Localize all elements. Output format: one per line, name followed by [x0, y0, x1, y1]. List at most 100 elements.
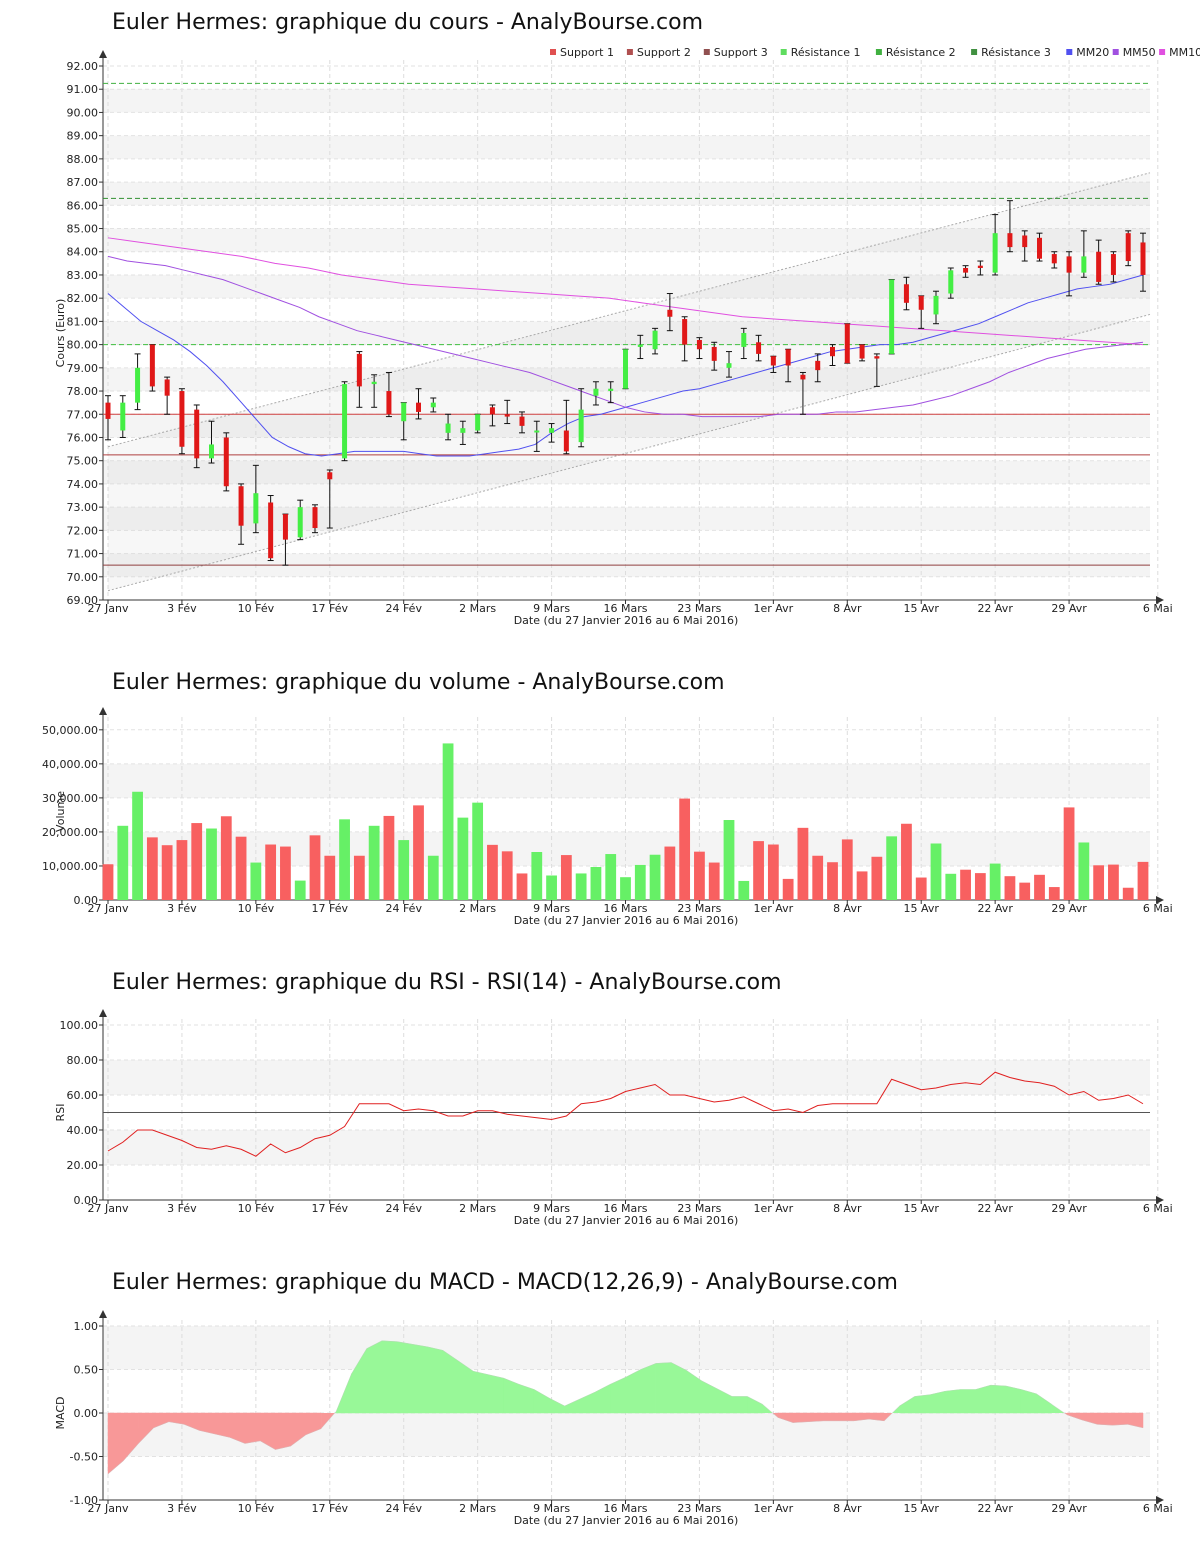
- candle-body: [963, 267, 969, 273]
- rsi-x-tick-label: 17 Fév: [312, 1202, 349, 1215]
- candle: [1066, 251, 1073, 297]
- rsi-x-axis-label: Date (du 27 Janvier 2016 au 6 Mai 2016): [514, 1214, 739, 1227]
- candle-body: [800, 374, 806, 380]
- candle-body: [726, 363, 732, 368]
- volume-y-tick-label: 40,000.00: [42, 758, 98, 771]
- candle: [1006, 200, 1013, 253]
- candle-body: [1125, 233, 1131, 262]
- rsi-x-tick-label: 23 Mars: [677, 1202, 721, 1215]
- volume-bar: [398, 840, 410, 900]
- candle: [371, 374, 378, 408]
- volume-bar: [132, 791, 143, 900]
- volume-bar: [368, 825, 380, 900]
- volume-bar: [767, 844, 779, 900]
- candle: [1080, 230, 1087, 278]
- macd-x-tick-label: 17 Fév: [312, 1502, 349, 1515]
- macd-area-negative: [1097, 1412, 1113, 1426]
- candle: [548, 423, 555, 443]
- price-chart: 69.00 70.00 71.00 72.00 73.00 74.00 75.00 76.00…: [54, 46, 1200, 627]
- volume-x-tick-label: 15 Avr: [904, 902, 940, 915]
- candle-body: [135, 367, 141, 403]
- volume-bar: [649, 854, 661, 900]
- candle: [770, 355, 777, 373]
- volume-bar: [487, 844, 498, 900]
- price-y-tick-label: 84.00: [67, 246, 99, 259]
- candle-body: [992, 233, 998, 273]
- candle-body: [815, 360, 821, 371]
- candle-body: [549, 428, 555, 433]
- ma-line-mm100: [107, 237, 1144, 346]
- candle-body: [1066, 256, 1072, 273]
- candle-body: [282, 514, 288, 540]
- macd-area-positive: [610, 1376, 626, 1414]
- volume-bar: [841, 839, 853, 900]
- macd-area-positive: [488, 1374, 504, 1414]
- candle-body: [741, 333, 747, 347]
- volume-bar: [738, 880, 750, 900]
- candle-body: [164, 379, 170, 396]
- candle: [681, 316, 688, 362]
- macd-chart-title: Euler Hermes: graphique du MACD - MACD(1…: [112, 1270, 898, 1295]
- volume-bar: [812, 855, 824, 900]
- candle: [726, 351, 732, 378]
- volume-y-tick-label: 10,000.00: [42, 860, 98, 873]
- volume-bar: [590, 866, 602, 900]
- candle: [785, 348, 792, 383]
- candle-body: [342, 384, 348, 459]
- candle: [1110, 251, 1117, 283]
- price-y-tick-label: 70.00: [67, 571, 99, 584]
- candle-body: [1037, 237, 1042, 259]
- volume-x-tick-label: 6 Mai: [1143, 902, 1173, 915]
- price-y-arrow: [99, 50, 107, 58]
- candle: [533, 420, 540, 452]
- candle-body: [489, 407, 495, 415]
- volume-bar: [427, 855, 439, 900]
- volume-bar: [1137, 861, 1149, 900]
- candle: [1021, 230, 1028, 262]
- rsi-x-tick-label: 29 Avr: [1051, 1202, 1087, 1215]
- candle-body: [475, 414, 481, 431]
- candle: [400, 402, 407, 441]
- macd-band: [103, 1326, 1150, 1370]
- price-y-tick-label: 86.00: [67, 199, 99, 212]
- legend-item: MM20: [1066, 46, 1109, 59]
- candle-body: [578, 409, 584, 443]
- candle-body: [519, 416, 525, 426]
- candle-body: [696, 339, 702, 350]
- candle-body: [534, 430, 540, 433]
- rsi-line: [107, 1071, 1144, 1157]
- volume-y-tick-label: 0.00: [74, 894, 99, 907]
- candle-body: [223, 437, 229, 487]
- candle-body: [977, 265, 983, 268]
- macd-area-positive: [640, 1363, 657, 1414]
- candle: [193, 404, 200, 469]
- volume-bar: [664, 846, 676, 900]
- volume-bar: [250, 862, 262, 900]
- candle-body: [785, 349, 791, 366]
- macd-line: [107, 1340, 1144, 1475]
- channel-upper-line: [107, 172, 1151, 448]
- candle-body: [312, 507, 318, 529]
- volume-bar: [560, 855, 572, 900]
- volume-bar: [1034, 874, 1045, 900]
- volume-bar: [605, 854, 617, 900]
- candle-body: [874, 356, 880, 359]
- legend-swatch: [971, 49, 978, 55]
- rsi-x-tick-label: 16 Mars: [604, 1202, 648, 1215]
- candle-body: [179, 391, 185, 447]
- candle-body: [933, 295, 939, 315]
- volume-bar: [146, 837, 158, 900]
- volume-bar: [294, 880, 306, 900]
- rsi-y-tick-label: 40.00: [67, 1124, 99, 1137]
- legend-swatch: [780, 49, 787, 55]
- ma-line-mm50: [107, 255, 1144, 418]
- volume-y-axis-label: Volume: [54, 791, 67, 832]
- candle-body: [1110, 254, 1116, 275]
- legend-item: MM50: [1112, 46, 1156, 59]
- legend-item: Résistance 2: [875, 46, 956, 59]
- volume-bar: [1108, 864, 1119, 900]
- price-x-tick-label: 17 Fév: [312, 602, 349, 615]
- volume-bar: [161, 845, 173, 900]
- macd-area-negative: [107, 1412, 124, 1475]
- price-y-tick-label: 88.00: [67, 153, 99, 166]
